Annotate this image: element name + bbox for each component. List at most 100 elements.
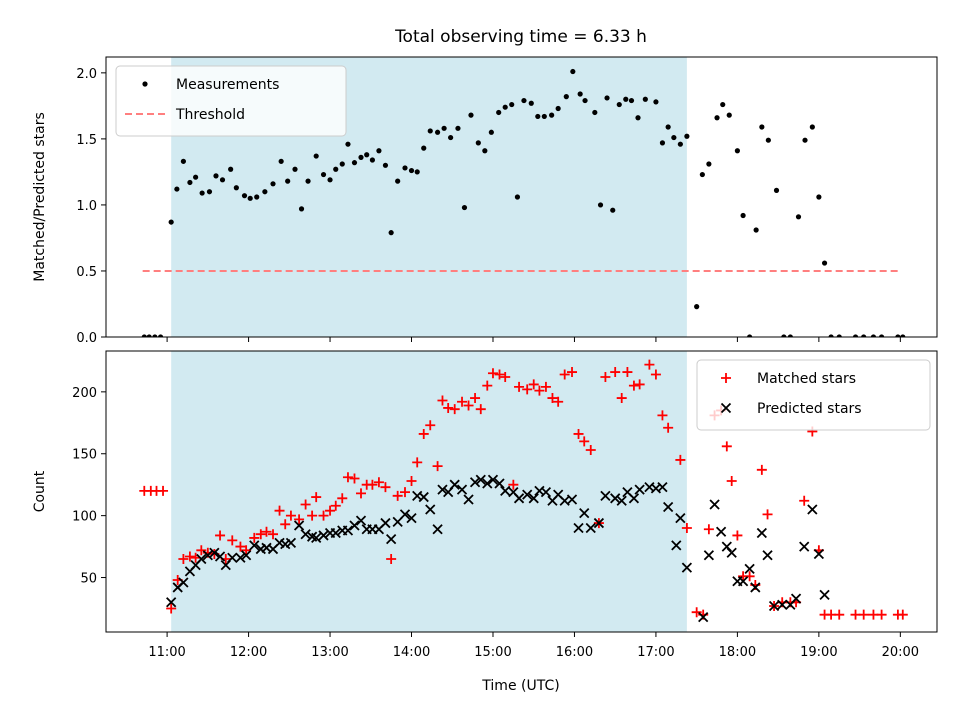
data-point	[380, 517, 391, 529]
data-point	[828, 334, 834, 337]
legend-box	[696, 359, 931, 431]
data-point	[388, 230, 394, 236]
data-point	[292, 166, 298, 172]
data-point	[380, 482, 391, 493]
data-point	[657, 410, 668, 421]
data-point	[443, 402, 454, 413]
data-point	[819, 589, 830, 600]
x-tick-label: 17:00	[637, 645, 674, 660]
data-point	[468, 112, 474, 118]
data-point	[494, 369, 505, 380]
data-point	[178, 553, 189, 564]
data-point	[726, 475, 737, 486]
data-point	[418, 491, 429, 503]
data-point	[187, 179, 193, 186]
y-tick-label: 2.0	[76, 67, 97, 82]
y-tick-label: 1.0	[76, 199, 97, 214]
data-point	[540, 486, 552, 498]
data-point	[703, 524, 714, 535]
data-point	[270, 181, 276, 187]
data-point	[427, 128, 433, 134]
data-point	[858, 609, 869, 620]
data-point	[528, 379, 539, 390]
data-point	[280, 519, 291, 530]
data-point	[402, 165, 408, 171]
data-point	[294, 514, 305, 525]
data-point	[330, 500, 341, 511]
data-point	[285, 537, 297, 549]
data-point	[597, 202, 604, 208]
data-point	[600, 490, 611, 501]
data-point	[706, 161, 712, 167]
data-point	[382, 162, 389, 168]
data-point	[470, 393, 481, 404]
data-point	[622, 367, 633, 378]
data-point	[214, 551, 226, 562]
data-point	[158, 485, 169, 496]
data-point	[333, 166, 339, 172]
data-point	[146, 334, 152, 337]
data-point	[367, 479, 378, 490]
data-point	[313, 153, 319, 159]
data-point	[406, 475, 417, 486]
plot-area-top	[141, 68, 906, 337]
data-point	[809, 124, 815, 130]
data-point	[330, 527, 341, 539]
data-point	[762, 509, 773, 520]
data-point	[781, 334, 787, 337]
x-tick-label: 18:00	[719, 645, 756, 660]
legend-label: Threshold	[175, 107, 245, 123]
data-point	[579, 508, 590, 519]
data-point	[318, 510, 329, 521]
data-point	[240, 550, 252, 561]
data-point	[570, 68, 576, 75]
data-point	[215, 530, 226, 541]
data-point	[456, 484, 468, 495]
data-point	[193, 174, 199, 180]
data-point	[737, 576, 749, 587]
data-point	[437, 484, 448, 495]
data-point	[274, 505, 285, 516]
data-point	[671, 540, 682, 551]
data-point	[681, 562, 693, 573]
x-tick-label: 11:00	[148, 645, 185, 660]
panel-bottom-count: 11:00 12:00 13:00 14:00 15:00 16:00 17:00 18:00…	[32, 350, 938, 660]
data-point	[166, 603, 177, 614]
data-point	[541, 113, 547, 120]
data-point	[399, 487, 410, 498]
y-axis-label: Count	[32, 470, 48, 512]
x-tick-label: 20:00	[882, 645, 919, 660]
x-tick-label: 14:00	[393, 645, 430, 660]
data-point	[432, 461, 443, 472]
data-point	[777, 599, 788, 610]
data-point	[141, 334, 147, 337]
data-point	[425, 504, 436, 515]
data-point	[202, 550, 213, 561]
data-point	[549, 112, 555, 118]
data-point	[448, 134, 454, 141]
x-axis-label: Time (UTC)	[481, 678, 559, 694]
legend-marker	[142, 81, 148, 87]
data-point	[522, 489, 533, 500]
data-point	[747, 334, 753, 337]
data-point	[650, 369, 661, 380]
data-point	[355, 515, 367, 526]
data-point	[408, 167, 415, 174]
legend-top: Measurements Threshold	[115, 65, 347, 137]
data-point	[756, 464, 767, 475]
data-point	[406, 512, 417, 524]
data-point	[261, 526, 272, 537]
data-point	[482, 380, 493, 391]
x-tick-label: 16:00	[556, 645, 593, 660]
data-point	[821, 260, 828, 266]
data-point	[585, 522, 596, 534]
data-point	[732, 530, 743, 541]
data-point	[307, 510, 318, 521]
data-point	[895, 334, 901, 337]
data-point	[475, 140, 481, 146]
data-point	[386, 553, 397, 564]
data-point	[635, 115, 641, 121]
data-point	[750, 582, 761, 593]
x-tick-label: 12:00	[230, 645, 267, 660]
data-point	[671, 134, 677, 141]
